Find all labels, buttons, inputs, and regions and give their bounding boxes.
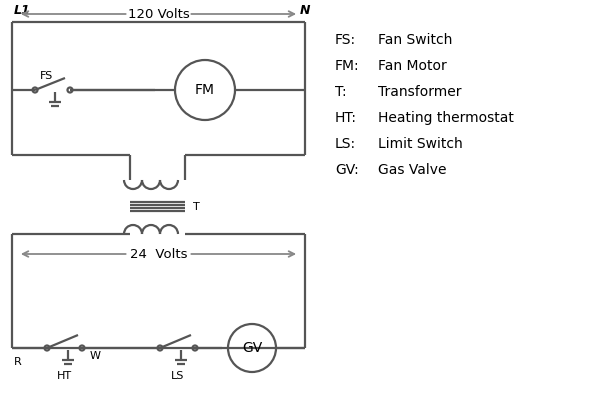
Text: 24  Volts: 24 Volts <box>130 248 187 260</box>
Text: N: N <box>300 4 310 16</box>
Text: T: T <box>193 202 200 212</box>
Text: T:: T: <box>335 85 347 99</box>
Text: Fan Switch: Fan Switch <box>378 33 453 47</box>
Text: Fan Motor: Fan Motor <box>378 59 447 73</box>
Text: GV: GV <box>242 341 262 355</box>
Text: GV:: GV: <box>335 163 359 177</box>
Text: R: R <box>14 357 22 367</box>
Text: HT:: HT: <box>335 111 357 125</box>
Text: FM:: FM: <box>335 59 360 73</box>
Text: 120 Volts: 120 Volts <box>127 8 189 20</box>
Text: Heating thermostat: Heating thermostat <box>378 111 514 125</box>
Text: FM: FM <box>195 83 215 97</box>
Text: W: W <box>90 351 101 361</box>
Text: HT: HT <box>57 371 72 381</box>
Text: Gas Valve: Gas Valve <box>378 163 447 177</box>
Text: LS: LS <box>171 371 184 381</box>
Text: FS:: FS: <box>335 33 356 47</box>
Text: L1: L1 <box>14 4 31 16</box>
Text: LS:: LS: <box>335 137 356 151</box>
Text: Limit Switch: Limit Switch <box>378 137 463 151</box>
Text: Transformer: Transformer <box>378 85 461 99</box>
Text: FS: FS <box>40 71 53 81</box>
